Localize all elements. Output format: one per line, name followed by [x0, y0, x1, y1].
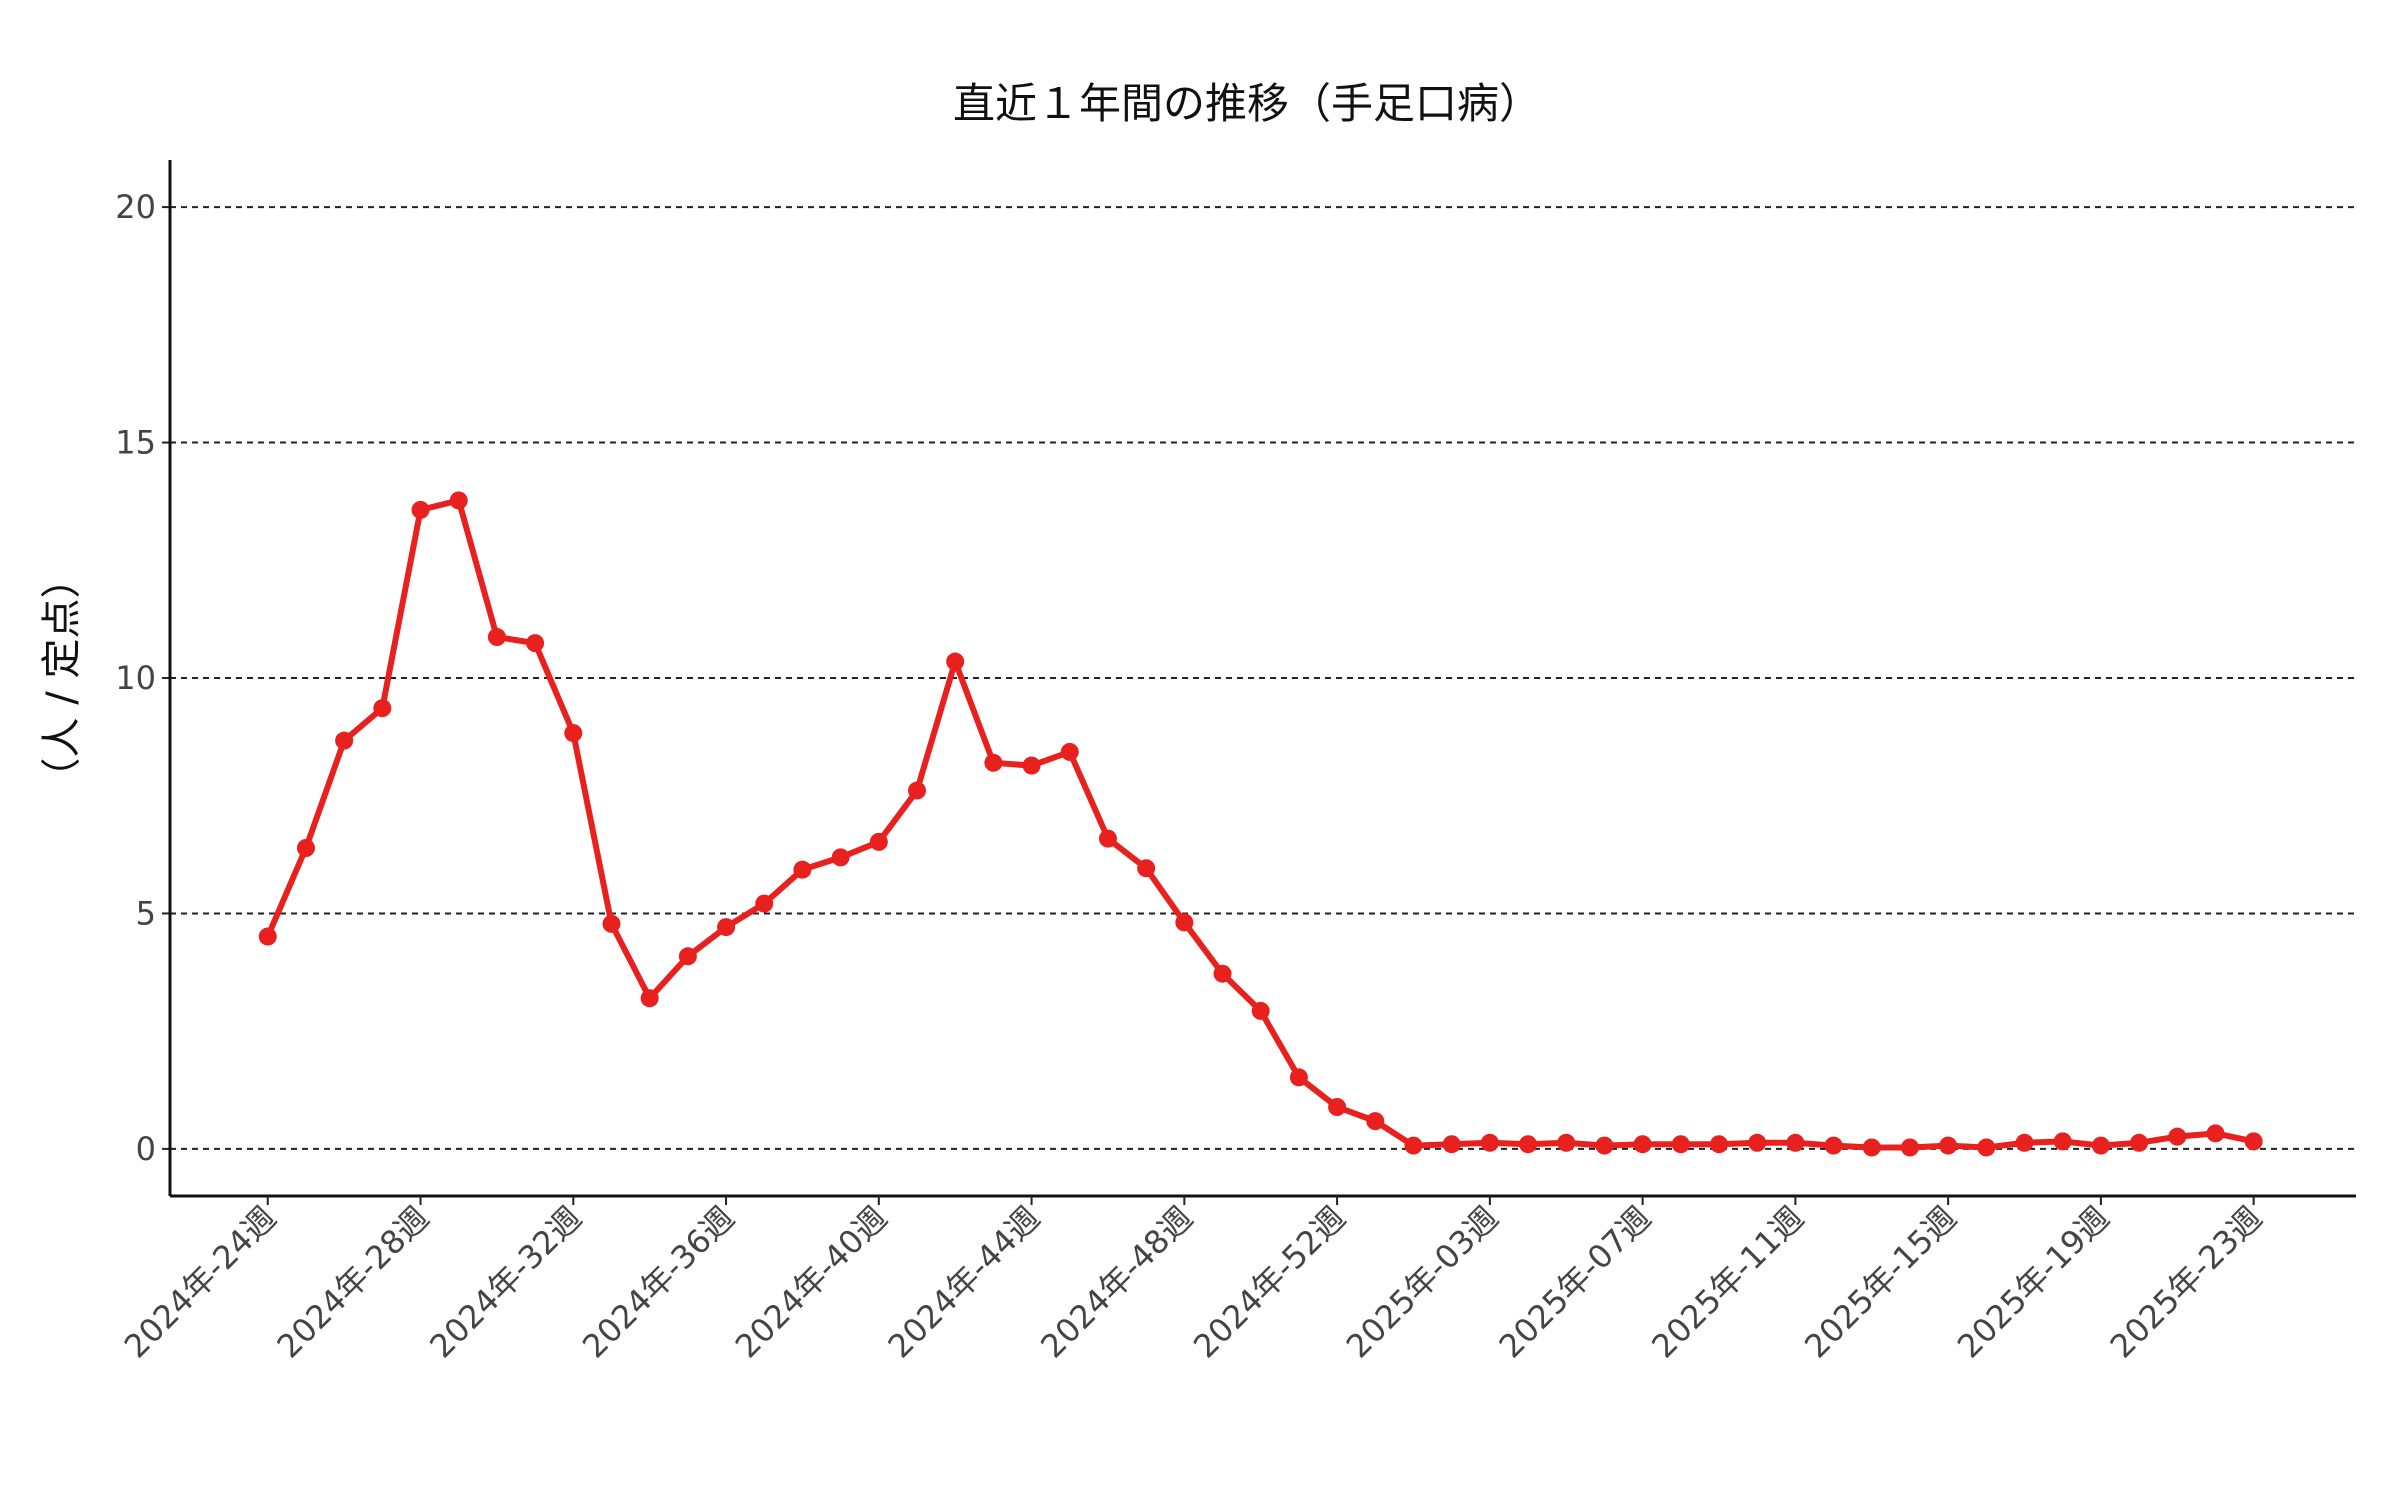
data-point	[411, 500, 430, 519]
data-point	[1786, 1133, 1805, 1152]
data-point	[258, 927, 277, 946]
x-tick-label: 2025年-23週	[2103, 1199, 2270, 1366]
y-tick-label: 15	[115, 424, 156, 462]
data-point	[335, 731, 354, 750]
data-point	[1939, 1136, 1958, 1155]
y-tick-label: 20	[115, 188, 156, 226]
data-point	[1480, 1133, 1499, 1152]
y-tick-label: 0	[136, 1130, 156, 1168]
data-point	[2053, 1132, 2072, 1151]
data-point	[1709, 1135, 1728, 1154]
y-tick-label: 5	[136, 894, 156, 932]
data-point	[869, 832, 888, 851]
data-point	[1557, 1133, 1576, 1152]
data-point	[1328, 1097, 1347, 1116]
data-point	[564, 724, 583, 743]
x-tick-label: 2024年-52週	[1186, 1199, 1353, 1366]
x-tick-label: 2024年-24週	[117, 1199, 284, 1366]
data-point	[678, 947, 697, 966]
data-point	[1977, 1138, 1996, 1157]
x-tick-label: 2025年-15週	[1797, 1199, 1964, 1366]
data-point	[1900, 1138, 1919, 1157]
data-point	[1137, 859, 1156, 878]
data-point	[1289, 1068, 1308, 1087]
data-point	[640, 989, 659, 1008]
data-point	[831, 848, 850, 867]
data-point	[1748, 1133, 1767, 1152]
x-tick-label: 2024年-48週	[1033, 1199, 1200, 1366]
data-point	[1671, 1135, 1690, 1154]
data-point	[755, 894, 774, 913]
data-point	[1862, 1138, 1881, 1157]
data-point	[373, 699, 392, 718]
data-point	[602, 914, 621, 933]
data-point	[984, 753, 1003, 772]
data-point	[487, 628, 506, 647]
data-point	[907, 781, 926, 800]
data-point	[2206, 1124, 2225, 1143]
x-tick-label: 2025年-19週	[1950, 1199, 2117, 1366]
data-point	[1366, 1112, 1385, 1131]
chart-title: 直近１年間の推移（手足口病）	[953, 79, 1541, 128]
x-tick-label: 2024年-40週	[728, 1199, 895, 1366]
data-point	[2244, 1132, 2263, 1151]
x-tick-label: 2025年-07週	[1492, 1199, 1659, 1366]
data-point	[1442, 1135, 1461, 1154]
x-tick-label: 2024年-28週	[270, 1199, 437, 1366]
data-point	[793, 860, 812, 879]
data-point	[2130, 1133, 2149, 1152]
data-point	[946, 652, 965, 671]
data-point	[1022, 756, 1041, 775]
x-tick-label: 2024年-32週	[422, 1199, 589, 1366]
data-point	[449, 491, 468, 510]
data-point	[1633, 1135, 1652, 1154]
data-point	[1595, 1136, 1614, 1155]
y-axis-label: （人 / 定点）	[39, 559, 85, 798]
data-point	[296, 838, 315, 857]
series-line	[265, 497, 2255, 1151]
x-tick-label: 2024年-36週	[575, 1199, 742, 1366]
data-point	[1251, 1001, 1270, 1020]
data-point	[1824, 1136, 1843, 1155]
y-tick-label: 10	[115, 659, 156, 697]
data-point	[1175, 913, 1194, 932]
x-tick-label: 2025年-11週	[1644, 1199, 1811, 1366]
data-point	[526, 634, 545, 653]
data-point	[1519, 1135, 1538, 1154]
data-point	[2091, 1136, 2110, 1155]
data-point	[1060, 742, 1079, 761]
x-tick-label: 2024年-44週	[881, 1199, 1048, 1366]
data-point	[1213, 964, 1232, 983]
x-tick-label: 2025年-03週	[1339, 1199, 1506, 1366]
data-point	[1404, 1136, 1423, 1155]
data-point	[2168, 1127, 2187, 1146]
data-point	[717, 918, 736, 937]
data-point	[1098, 829, 1117, 848]
data-point	[2015, 1133, 2034, 1152]
